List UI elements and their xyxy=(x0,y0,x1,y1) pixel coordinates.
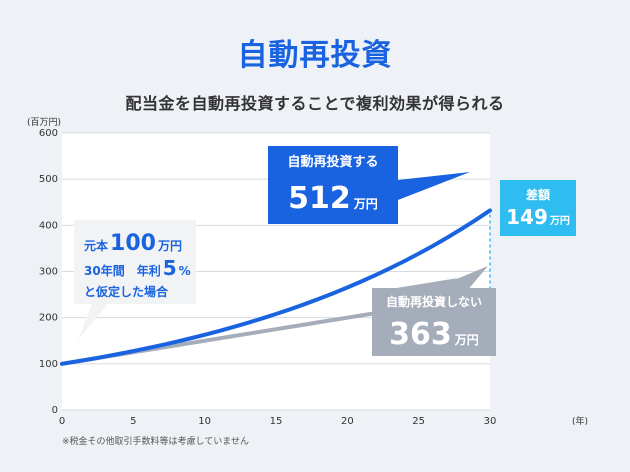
y-tick-label: 400 xyxy=(39,220,58,231)
x-tick-label: 0 xyxy=(59,416,65,427)
y-tick-label: 500 xyxy=(39,174,58,185)
assumption-line-principal: 元本100 万円 xyxy=(84,231,182,256)
x-tick-label: 20 xyxy=(341,416,354,427)
difference-callout-label: 差額 xyxy=(525,187,550,202)
x-tick-label: 5 xyxy=(130,416,136,427)
y-axis-label: (百万円) xyxy=(27,117,61,128)
no-reinvest-callout-label: 自動再投資しない xyxy=(386,294,482,309)
reinvest-callout-box xyxy=(268,146,470,224)
no-reinvest-callout-pointer xyxy=(430,266,488,292)
reinvest-callout-value: 512 万円 xyxy=(288,181,378,216)
y-tick-label: 0 xyxy=(52,405,58,416)
y-tick-label: 200 xyxy=(39,313,58,324)
y-tick-label: 300 xyxy=(39,267,58,278)
assumption-line-note: と仮定した場合 xyxy=(84,284,169,299)
y-tick-label: 100 xyxy=(39,359,58,370)
page-subtitle: 配当金を自動再投資することで複利効果が得られる xyxy=(125,94,505,113)
assumption-line-rate: 30年間 年利 5% xyxy=(84,256,191,280)
x-tick-label: 15 xyxy=(270,416,283,427)
no-reinvest-callout-box xyxy=(372,278,496,356)
page-title: 自動再投資 xyxy=(237,38,393,73)
no-reinvest-callout-value: 363 万円 xyxy=(389,317,479,352)
x-tick-label: 25 xyxy=(412,416,425,427)
series-line-reinvest xyxy=(60,208,492,366)
x-tick-label: 30 xyxy=(484,416,497,427)
x-tick-label: 10 xyxy=(198,416,211,427)
x-axis-label: (年) xyxy=(572,415,588,427)
assumption-callout-box xyxy=(74,220,196,340)
y-tick-label: 600 xyxy=(39,128,58,139)
difference-callout-value: 149 万円 xyxy=(506,205,570,229)
reinvest-callout-label: 自動再投資する xyxy=(287,154,378,170)
footnote: ※税金その他取引手数料等は考慮していません xyxy=(62,437,250,447)
difference-callout-box xyxy=(500,180,576,236)
